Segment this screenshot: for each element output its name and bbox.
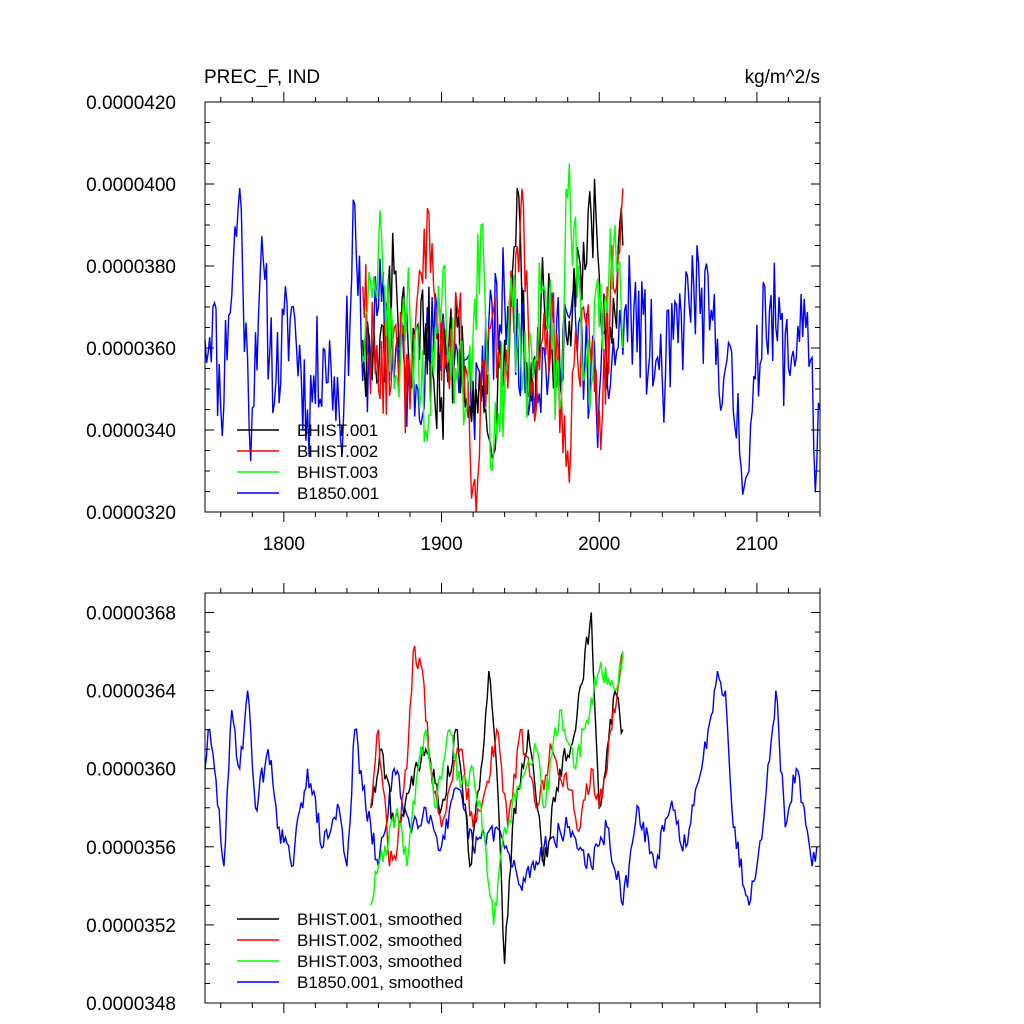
x-tick-label: 1800 (263, 534, 305, 555)
series-line-bhist-002-smoothed (369, 645, 624, 867)
legend-label: BHIST.002, smoothed (297, 931, 462, 950)
top-panel: PREC_F, IND kg/m^2/s 0.00003200.00003400… (86, 67, 821, 555)
y-tick-label: 0.0000368 (86, 604, 176, 625)
series-line-bhist-002 (362, 188, 624, 513)
legend-label: B1850.001, smoothed (297, 973, 463, 992)
x-tick-label: 2100 (736, 534, 778, 555)
bottom-axis-ticks: 0.0000348 0.0000352 0.0000356 0.0000360 0.00… (86, 583, 821, 1015)
top-axis-ticks: 0.0000320 0.0000340 0.0000360 0.0000380 0.00… (86, 92, 821, 555)
y-tick-label: 0.0000340 (86, 421, 176, 442)
chart-units-label: kg/m^2/s (745, 67, 820, 88)
legend-label: BHIST.002 (297, 442, 378, 461)
y-tick-label: 0.0000360 (86, 760, 176, 781)
series-line-bhist-003 (362, 163, 624, 472)
y-tick-label: 0.0000320 (86, 503, 176, 524)
y-tick-label: 0.0000360 (86, 339, 176, 360)
legend-label: BHIST.003 (297, 463, 378, 482)
legend-label: B1850.001 (297, 484, 379, 503)
y-tick-label: 0.0000348 (86, 994, 176, 1015)
y-tick-label: 0.0000356 (86, 838, 176, 859)
y-tick-label: 0.0000364 (86, 682, 176, 703)
series-line-bhist-001-smoothed (369, 612, 624, 965)
chart-title-left: PREC_F, IND (204, 67, 320, 88)
legend-label: BHIST.003, smoothed (297, 952, 462, 971)
y-tick-label: 0.0000352 (86, 916, 176, 937)
bottom-panel: 0.0000348 0.0000352 0.0000356 0.0000360 0.00… (86, 583, 821, 1015)
x-tick-label: 1900 (420, 534, 462, 555)
y-tick-label: 0.0000420 (86, 93, 176, 114)
y-tick-label: 0.0000380 (86, 257, 176, 278)
bottom-legend: BHIST.001, smoothed BHIST.002, smoothed BH… (237, 910, 463, 992)
bottom-series-group (204, 612, 818, 965)
top-series-group (204, 163, 821, 513)
top-legend: BHIST.001 BHIST.002 BHIST.003 B1850.001 (237, 421, 379, 503)
series-line-bhist-003-smoothed (369, 651, 624, 925)
legend-label: BHIST.001, smoothed (297, 910, 462, 929)
y-tick-label: 0.0000400 (86, 175, 176, 196)
x-tick-label: 2000 (578, 534, 620, 555)
bottom-plot-frame (204, 592, 821, 1004)
legend-label: BHIST.001 (297, 421, 378, 440)
